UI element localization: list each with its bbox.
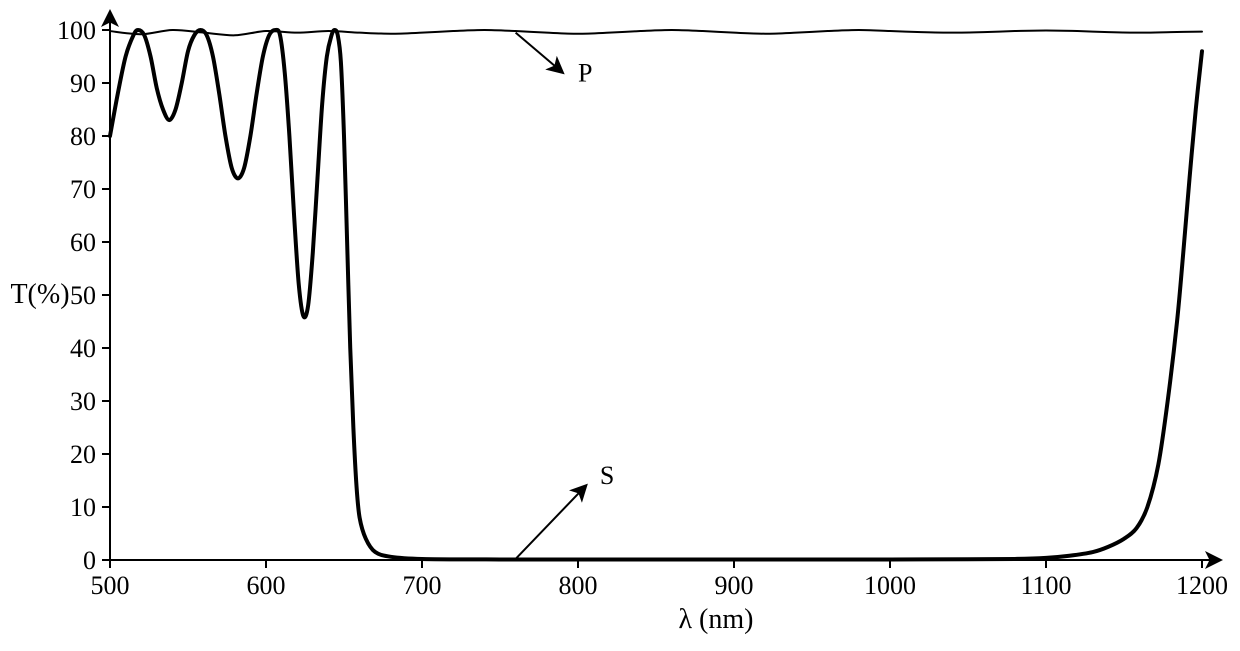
series-s-label: S: [600, 461, 614, 490]
y-tick-label: 60: [70, 228, 96, 257]
x-tick-label: 900: [715, 571, 754, 600]
x-axis-title: λ (nm): [678, 604, 753, 635]
y-tick-label: 20: [70, 440, 96, 469]
x-tick-label: 1200: [1176, 571, 1228, 600]
x-tick-label: 1100: [1020, 571, 1071, 600]
y-tick-label: 0: [83, 546, 96, 575]
y-tick-label: 70: [70, 175, 96, 204]
x-tick-label: 600: [247, 571, 286, 600]
x-tick-label: 800: [559, 571, 598, 600]
y-tick-label: 10: [70, 493, 96, 522]
x-tick-label: 500: [91, 571, 130, 600]
pointer-s: [516, 486, 586, 559]
series-s-line: [110, 30, 1202, 560]
y-tick-label: 40: [70, 334, 96, 363]
y-tick-label: 90: [70, 69, 96, 98]
y-axis-title: T(%): [10, 279, 69, 310]
pointer-p: [516, 33, 563, 73]
x-tick-label: 700: [403, 571, 442, 600]
y-tick-label: 100: [57, 16, 96, 45]
y-tick-label: 80: [70, 122, 96, 151]
series-p-label: P: [578, 58, 592, 87]
x-tick-label: 1000: [864, 571, 916, 600]
y-tick-label: 50: [70, 281, 96, 310]
y-tick-label: 30: [70, 387, 96, 416]
transmission-chart: 500 600 700 800 900 1000 1100 1200 λ (nm) 0 10 20 30…: [0, 0, 1240, 651]
